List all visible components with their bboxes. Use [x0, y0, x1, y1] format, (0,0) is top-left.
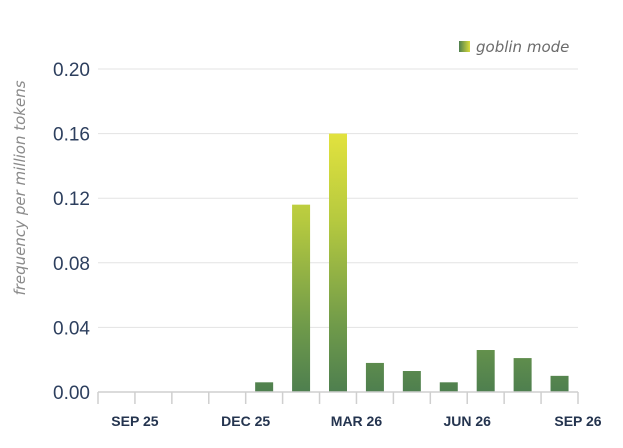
bar	[329, 133, 347, 392]
bar	[476, 350, 495, 392]
bar	[550, 375, 569, 392]
x-tick-label: SEP 25	[111, 413, 158, 429]
y-tick-label: 0.08	[53, 254, 90, 275]
bar	[439, 382, 458, 392]
x-tick-label: DEC 25	[221, 413, 270, 429]
y-axis-ticks: 0.00 0.04 0.08 0.12 0.16 0.20	[53, 60, 90, 404]
y-axis-label: frequency per million tokens	[11, 80, 29, 295]
y-tick-label: 0.00	[53, 383, 90, 404]
x-tick-label: JUN 26	[443, 413, 491, 429]
bar	[365, 362, 384, 392]
bar	[402, 371, 421, 392]
y-tick-label: 0.12	[53, 189, 90, 210]
bar	[513, 358, 532, 392]
legend: goblin mode	[459, 38, 569, 56]
legend-swatch	[459, 41, 470, 52]
y-tick-label: 0.04	[53, 318, 90, 339]
bars	[255, 133, 569, 392]
bar	[255, 382, 274, 392]
legend-label: goblin mode	[476, 38, 569, 56]
y-tick-label: 0.20	[53, 60, 90, 81]
x-tick-label: SEP 26	[554, 413, 601, 429]
bar	[292, 204, 311, 392]
y-tick-label: 0.16	[53, 125, 90, 146]
x-tick-label: MAR 26	[331, 413, 383, 429]
x-axis-ticks: SEP 25 DEC 25 MAR 26 JUN 26 SEP 26	[97, 392, 602, 429]
